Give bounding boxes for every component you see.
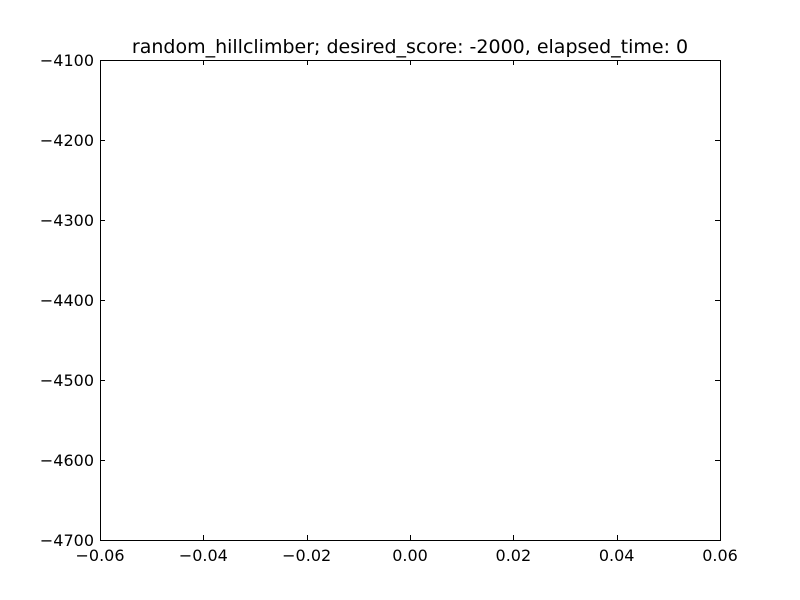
- y-tick-label: −4200: [40, 131, 94, 150]
- chart-title: random_hillclimber; desired_score: -2000…: [132, 36, 688, 58]
- x-tick-label: −0.04: [179, 546, 228, 565]
- y-tick-label: −4600: [40, 451, 94, 470]
- y-tick-label: −4100: [40, 51, 94, 70]
- x-tick-label: 0.00: [392, 546, 428, 565]
- x-tick-label: 0.02: [496, 546, 532, 565]
- y-tick-label: −4500: [40, 371, 94, 390]
- y-axis: −4100 −4200 −4300 −4400 −4500 −4600 −4700: [40, 51, 720, 550]
- y-tick-label: −4400: [40, 291, 94, 310]
- x-tick-label: 0.06: [702, 546, 738, 565]
- y-tick-label: −4300: [40, 211, 94, 230]
- x-axis: −0.06 −0.04 −0.02 0.00 0.02 0.04 0.06: [75, 60, 738, 565]
- x-tick-label: 0.04: [599, 546, 635, 565]
- plot-area: [100, 60, 721, 541]
- y-tick-label: −4700: [40, 531, 94, 550]
- x-tick-label: −0.02: [282, 546, 331, 565]
- x-tick-label: −0.06: [75, 546, 124, 565]
